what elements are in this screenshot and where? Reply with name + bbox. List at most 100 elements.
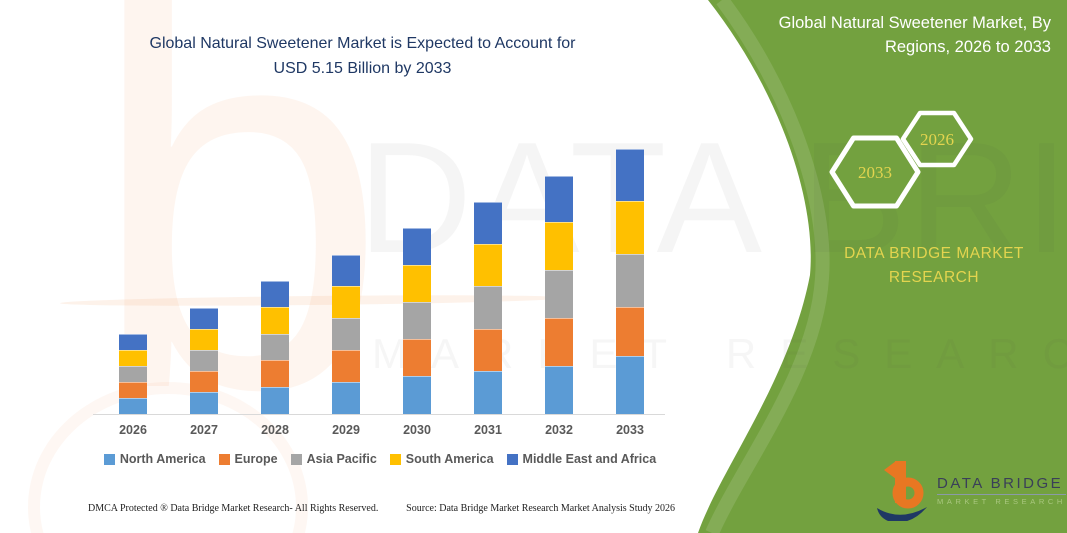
stacked-bar-2031: [474, 201, 502, 414]
company-logo-icon: [877, 461, 927, 521]
bar-segment-2029-europe: [332, 349, 360, 382]
bar-segment-2032-europe: [545, 317, 573, 366]
bar-segment-2031-north-america: [474, 370, 502, 414]
legend-label: Asia Pacific: [306, 452, 377, 466]
bar-segment-2028-north-america: [261, 386, 289, 414]
hexagon-2033-label: 2033: [858, 163, 892, 182]
dmca-notice: DMCA Protected ® Data Bridge Market Rese…: [88, 503, 379, 514]
legend-swatch-icon: [218, 453, 230, 465]
x-axis-label-2033: 2033: [616, 423, 644, 437]
logo-flag-shape: [884, 461, 896, 479]
hexagon-years-graphic: 2033 2026: [829, 110, 974, 209]
bar-segment-2029-south-america: [332, 286, 360, 318]
bar-segment-2030-europe: [403, 338, 431, 376]
bar-segment-2027-asia-pacific: [190, 350, 218, 372]
stacked-bar-2032: [545, 175, 573, 414]
green-panel-shape: [698, 0, 1067, 533]
side-panel-title-line1: Global Natural Sweetener Market, By: [778, 14, 1051, 32]
x-axis-line: [93, 414, 665, 415]
x-axis-label-2032: 2032: [545, 423, 573, 437]
side-panel-brand-text: DATA BRIDGE MARKET RESEARCH: [818, 242, 1050, 290]
legend-label: North America: [119, 452, 206, 466]
brand-text-line1: DATA BRIDGE MARKET: [844, 245, 1024, 262]
legend-item-south-america: South America: [389, 452, 494, 466]
bar-segment-2032-middle-east-and-africa: [545, 175, 573, 223]
company-logo-text: DATA BRIDGE MARKET RESEARCH: [937, 475, 1066, 506]
stacked-bar-2029: [332, 255, 360, 414]
bar-segment-2031-asia-pacific: [474, 286, 502, 329]
legend-item-asia-pacific: Asia Pacific: [290, 452, 377, 466]
legend-label: South America: [405, 452, 494, 466]
side-panel-title-line2: Regions, 2026 to 2033: [884, 37, 1051, 56]
legend-label: Middle East and Africa: [522, 452, 657, 466]
bar-segment-2028-middle-east-and-africa: [261, 281, 289, 308]
x-axis-label-2030: 2030: [403, 423, 431, 437]
bar-segment-2027-north-america: [190, 392, 218, 414]
chart-title-line1: Global Natural Sweetener Market is Expec…: [149, 35, 576, 52]
logo-name: DATA BRIDGE: [937, 475, 1066, 495]
bar-segment-2026-europe: [119, 381, 147, 398]
legend-label: Europe: [234, 452, 278, 466]
bar-segment-2029-middle-east-and-africa: [332, 255, 360, 287]
hexagon-2033: [829, 135, 921, 209]
bar-segment-2027-south-america: [190, 329, 218, 351]
brand-text-line2: RESEARCH: [888, 269, 980, 287]
bar-segment-2026-north-america: [119, 397, 147, 414]
bar-segment-2033-middle-east-and-africa: [616, 148, 644, 201]
bar-segment-2028-south-america: [261, 307, 289, 334]
logo-swoosh-shape: [877, 507, 927, 521]
bar-segment-2030-north-america: [403, 375, 431, 414]
x-axis-label-2031: 2031: [474, 423, 502, 437]
legend-swatch-icon: [103, 453, 115, 465]
legend-swatch-icon: [389, 453, 401, 465]
legend-item-middle-east-and-africa: Middle East and Africa: [506, 452, 657, 466]
bar-segment-2027-europe: [190, 371, 218, 393]
bar-segment-2032-south-america: [545, 222, 573, 271]
bar-segment-2030-south-america: [403, 264, 431, 302]
bar-segment-2033-south-america: [616, 200, 644, 255]
stacked-bar-2026: [119, 334, 147, 414]
bar-segment-2026-asia-pacific: [119, 366, 147, 382]
hexagon-2026: [900, 110, 974, 168]
bar-segment-2033-north-america: [616, 356, 644, 414]
legend-item-north-america: North America: [103, 452, 206, 466]
bar-segment-2033-asia-pacific: [616, 254, 644, 307]
legend: North America Europe Asia Pacific South Ame…: [80, 452, 680, 466]
bar-segment-2030-asia-pacific: [403, 301, 431, 339]
bar-segment-2029-asia-pacific: [332, 317, 360, 350]
bar-segment-2028-asia-pacific: [261, 333, 289, 360]
logo-subtitle: MARKET RESEARCH: [937, 496, 1066, 506]
chart-title: Global Natural Sweetener Market is Expec…: [70, 32, 655, 82]
company-logo: DATA BRIDGE MARKET RESEARCH: [876, 459, 1066, 521]
bar-segment-2031-europe: [474, 328, 502, 371]
bar-segment-2032-asia-pacific: [545, 270, 573, 318]
logo-bowl-shape: [892, 477, 924, 509]
bar-segment-2026-south-america: [119, 350, 147, 367]
stacked-bar-2033: [616, 148, 644, 414]
panel-edge-highlight: [705, 0, 830, 533]
footer: DMCA Protected ® Data Bridge Market Rese…: [88, 503, 675, 514]
bar-segment-2031-middle-east-and-africa: [474, 201, 502, 245]
bar-segment-2026-middle-east-and-africa: [119, 334, 147, 351]
x-axis-label-2027: 2027: [190, 423, 218, 437]
source-note: Source: Data Bridge Market Research Mark…: [406, 503, 675, 514]
hexagon-2026-label: 2026: [920, 130, 954, 149]
chart-title-line2: USD 5.15 Billion by 2033: [273, 59, 452, 77]
bar-segment-2027-middle-east-and-africa: [190, 308, 218, 330]
legend-item-europe: Europe: [218, 452, 278, 466]
x-axis-label-2029: 2029: [332, 423, 360, 437]
bar-segment-2029-north-america: [332, 381, 360, 414]
plot-area: 2026 2027 2028 2029 2030 2031 2032 2033: [85, 100, 675, 437]
bar-segment-2032-north-america: [545, 365, 573, 414]
bar-segment-2030-middle-east-and-africa: [403, 228, 431, 265]
legend-swatch-icon: [290, 453, 302, 465]
stacked-bar-2028: [261, 281, 289, 414]
bar-segment-2031-south-america: [474, 244, 502, 287]
x-axis-label-2028: 2028: [261, 423, 289, 437]
x-axis-label-2026: 2026: [119, 423, 147, 437]
bar-segment-2028-europe: [261, 359, 289, 387]
stacked-bar-2027: [190, 308, 218, 414]
side-panel-title: Global Natural Sweetener Market, By Regi…: [711, 12, 1051, 60]
